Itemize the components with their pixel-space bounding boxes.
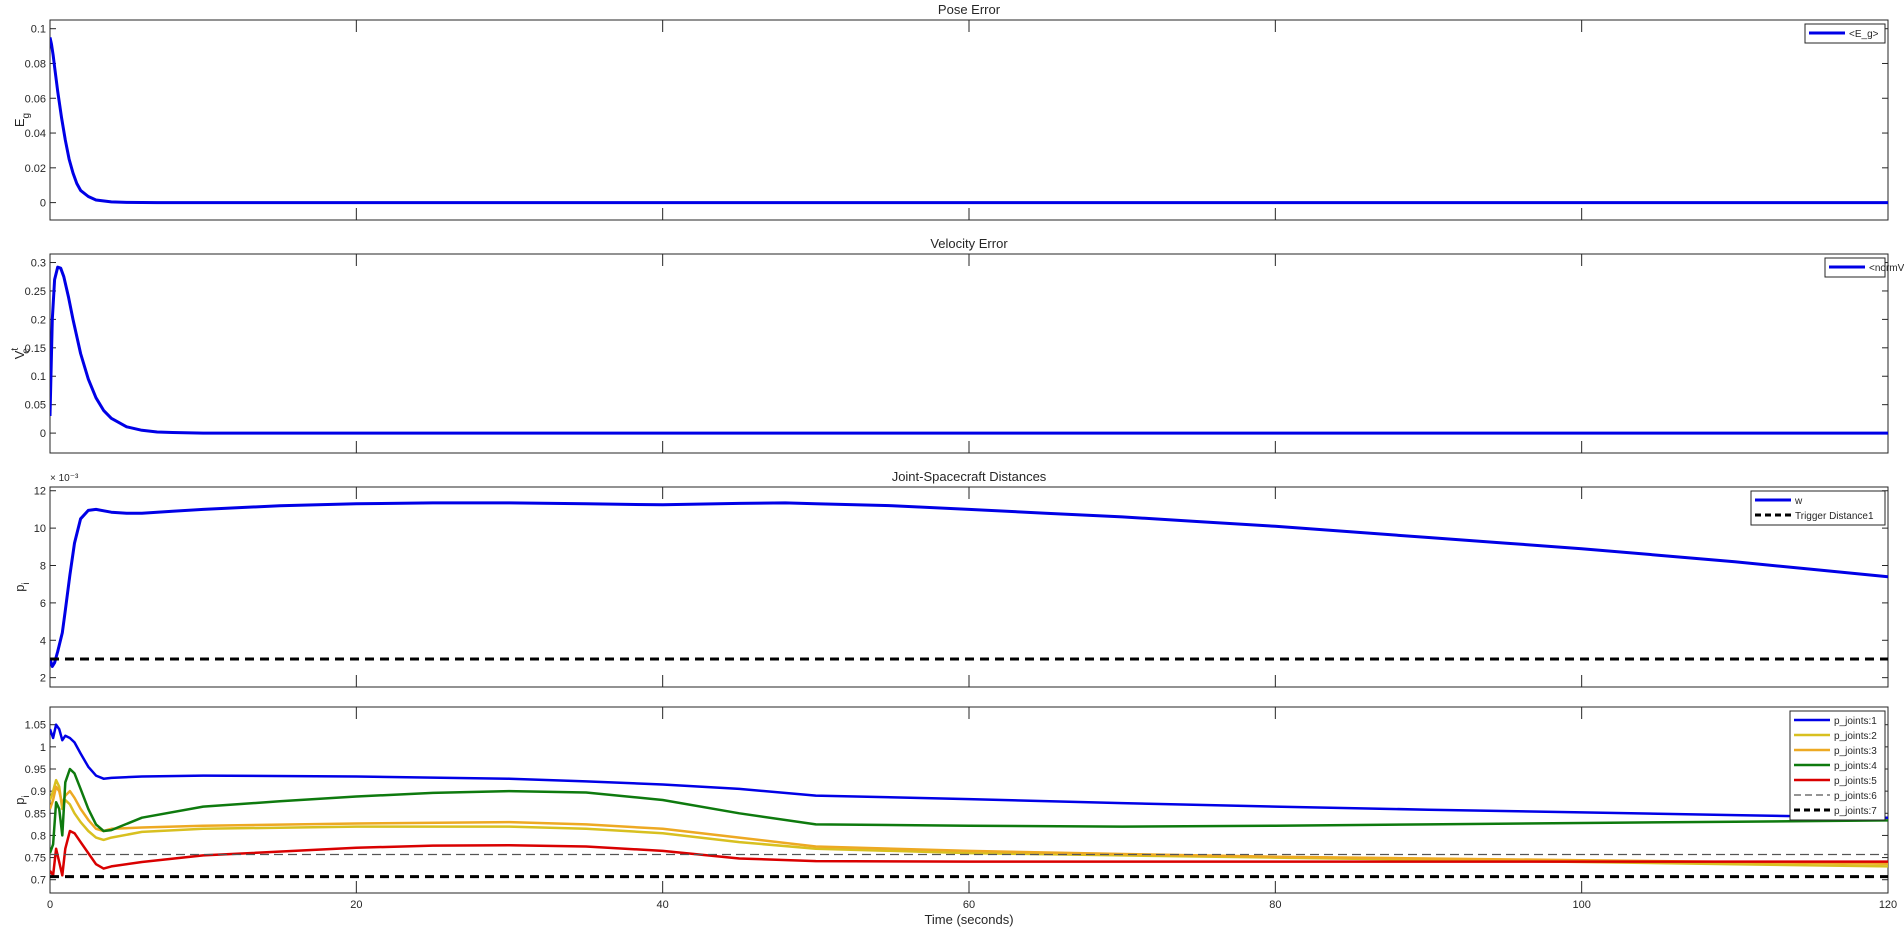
y-axis-label: pi: [12, 582, 32, 591]
legend-label: w: [1794, 496, 1803, 507]
legend-label: <E_g>: [1849, 29, 1879, 40]
y-axis-label-main: p: [12, 585, 27, 592]
plot-area: [49, 486, 1889, 688]
y-axis-label-sup: t: [10, 348, 21, 351]
plot-area: [49, 19, 1889, 221]
series-group: [50, 37, 1888, 205]
y-tick-label: 0.15: [25, 343, 46, 355]
series-group: [50, 265, 1888, 435]
panel-4: 0 20 40 60 80 100 120 0.7 0.75 0.8 0.85 0.9 0.95 1 1.0…: [12, 706, 1897, 927]
y-tick-label: 0.1: [31, 24, 46, 36]
x-tick-label: 20: [350, 899, 362, 911]
y-axis-label-sub: g: [21, 113, 32, 119]
legend-label: p_joints:2: [1834, 731, 1877, 742]
legend-label: p_joints:1: [1834, 716, 1877, 727]
y-tick-label: 0.7: [31, 875, 46, 887]
y-axis-label: pi: [12, 795, 32, 804]
y-tick-label: 0.06: [25, 93, 46, 105]
y-tick-label: 0.04: [25, 128, 46, 140]
y-tick-label: 0.1: [31, 371, 46, 383]
x-tick-label: 100: [1572, 899, 1590, 911]
y-tick-label: 0.95: [25, 764, 46, 776]
y-tick-label: 2: [40, 673, 46, 685]
panel-3: Joint-Spacecraft Distances 2 4 6 8 10 12 × 10⁻³…: [12, 469, 1889, 688]
y-tick-label: 0.9: [31, 786, 46, 798]
series-line-1: [50, 265, 1888, 435]
y-axis-label-main: V: [12, 350, 27, 359]
y-tick-label: 6: [40, 598, 46, 610]
y-axis-label-main: E: [12, 118, 27, 127]
y-tick-label: 8: [40, 561, 46, 573]
x-tick-label: 40: [657, 899, 669, 911]
x-tick-label: 80: [1269, 899, 1281, 911]
panel-1: Pose Error 0 0.02 0.04 0.06 0.08 0.1 Eg <E_g>: [12, 2, 1889, 221]
series-group: [50, 723, 1888, 879]
y-tick-label: 0.02: [25, 163, 46, 175]
y-tick-label: 0: [40, 198, 46, 210]
legend-label: p_joints:7: [1834, 806, 1877, 817]
x-axis-label: Time (seconds): [924, 912, 1013, 927]
legend-label: p_joints:3: [1834, 746, 1877, 757]
plot-area: [49, 253, 1889, 454]
y-axis-label: Vte: [10, 348, 32, 360]
series-line-1: [50, 37, 1888, 205]
panel-2: Velocity Error 0 0.05 0.1 0.15 0.2 0.25 0.3 Vte <…: [10, 236, 1904, 454]
y-tick-label: 0.05: [25, 400, 46, 412]
legend: <normV>: [1824, 257, 1904, 278]
legend-label: p_joints:6: [1834, 791, 1877, 802]
x-tick-label: 0: [47, 899, 53, 911]
y-tick-label: 0.75: [25, 853, 46, 865]
y-tick-label: 0.08: [25, 58, 46, 70]
y-tick-label: 4: [40, 635, 46, 647]
x-tick-label: 120: [1879, 899, 1897, 911]
panel-title: Pose Error: [938, 2, 1001, 17]
series-line-4: [50, 767, 1888, 854]
y-axis-label: Eg: [12, 113, 32, 127]
legend-label: Trigger Distance1: [1795, 511, 1874, 522]
legend-label: p_joints:5: [1834, 776, 1877, 787]
y-tick-label: 0: [40, 428, 46, 440]
legend-label: <normV>: [1869, 263, 1904, 274]
y-tick-label: 0.85: [25, 808, 46, 820]
y-tick-label: 0.2: [31, 314, 46, 326]
y-tick-label: 10: [34, 523, 46, 535]
y-exponent-label: × 10⁻³: [50, 473, 79, 484]
y-tick-label: 0.25: [25, 286, 46, 298]
legend-label: p_joints:4: [1834, 761, 1877, 772]
legend-box: [1750, 490, 1886, 526]
y-axis-label-main: p: [12, 798, 27, 805]
legend: <E_g>: [1804, 23, 1886, 44]
y-axis-label-sub: e: [21, 348, 32, 354]
y-axis-label-sub: i: [21, 795, 32, 797]
y-tick-label: 0.8: [31, 830, 46, 842]
y-tick-label: 1.05: [25, 720, 46, 732]
y-tick-label: 0.3: [31, 258, 46, 270]
panel-title: Velocity Error: [930, 236, 1008, 251]
series-line-1: [50, 723, 1888, 819]
y-axis-label-sub: i: [21, 582, 32, 584]
y-tick-label: 12: [34, 486, 46, 498]
x-tick-label: 60: [963, 899, 975, 911]
y-tick-label: 1: [40, 742, 46, 754]
legend: w Trigger Distance1: [1750, 490, 1886, 526]
series-line-1: [50, 501, 1888, 668]
series-group: [50, 501, 1888, 668]
panel-title: Joint-Spacecraft Distances: [892, 469, 1047, 484]
series-line-5: [50, 829, 1888, 877]
legend: p_joints:1 p_joints:2 p_joints:3 p_joints:4…: [1789, 710, 1886, 821]
